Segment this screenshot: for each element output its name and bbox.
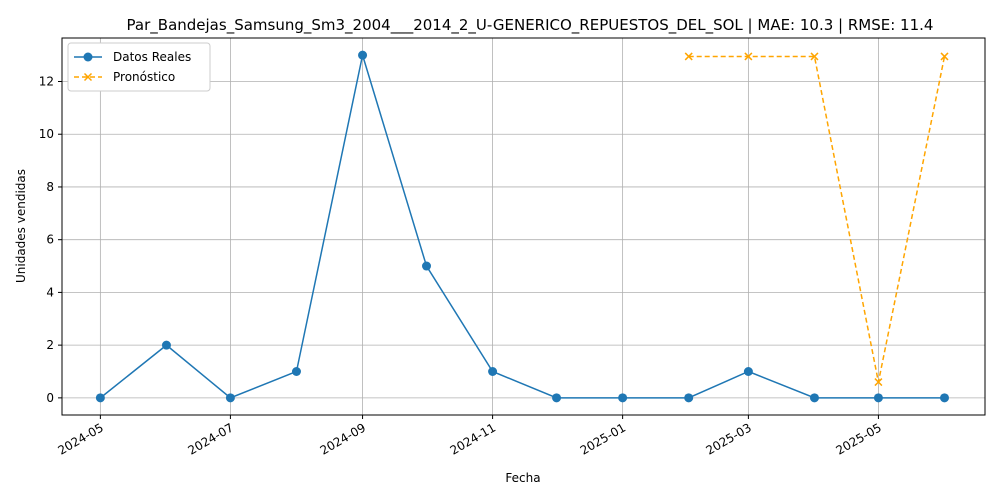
grid-lines: [62, 38, 985, 415]
x-tick-label: 2025-01: [578, 420, 628, 457]
data-point-datos-reales: [161, 340, 171, 350]
data-point-datos-reales: [358, 50, 368, 60]
legend: Datos Reales Pronóstico: [67, 42, 211, 92]
y-tick-label: 4: [46, 285, 54, 299]
data-point-datos-reales: [291, 367, 301, 376]
y-tick-label: 8: [46, 180, 54, 194]
data-point-pronostico: [684, 52, 693, 61]
x-tick-label: 2025-05: [833, 420, 883, 457]
y-tick-label: 0: [46, 391, 54, 405]
y-tick-label: 6: [46, 233, 54, 247]
data-point-pronostico: [874, 378, 883, 387]
y-tick-label: 10: [39, 127, 54, 141]
series-line-pronostico: [688, 55, 946, 383]
data-point-datos-reales: [618, 393, 628, 403]
data-point-datos-reales: [95, 393, 105, 403]
data-point-pronostico: [940, 52, 949, 61]
y-tick-label: 2: [46, 338, 54, 352]
data-point-datos-reales: [422, 261, 432, 271]
data-point-datos-reales: [225, 393, 235, 403]
x-tick-label: 2024-09: [318, 420, 368, 457]
data-point-datos-reales: [809, 393, 819, 403]
y-axis-title: Unidades vendidas: [14, 169, 28, 283]
data-point-datos-reales: [873, 393, 883, 403]
data-point-pronostico: [744, 52, 753, 61]
x-axis-title: Fecha: [505, 471, 540, 485]
legend-marker-pronostico: [83, 72, 93, 82]
x-tick-label: 2024-07: [185, 420, 235, 457]
data-point-datos-reales: [684, 393, 694, 403]
data-point-datos-reales: [488, 367, 498, 376]
data-point-pronostico: [810, 52, 819, 61]
series-line-datos-reales: [99, 54, 945, 399]
legend-marker-datos-reales: [83, 52, 93, 62]
data-point-datos-reales: [939, 393, 949, 403]
data-point-datos-reales: [743, 367, 753, 376]
legend-label-datos-reales: Datos Reales: [113, 50, 191, 64]
x-tick-label: 2024-11: [448, 420, 498, 457]
legend-box: [67, 42, 211, 92]
plot-frame: [61, 37, 986, 416]
y-tick-label: 12: [39, 75, 54, 89]
chart-title: Par_Bandejas_Samsung_Sm3_2004___2014_2_U…: [127, 16, 934, 35]
legend-label-pronostico: Pronóstico: [113, 70, 175, 84]
data-point-datos-reales: [552, 393, 562, 403]
x-tick-label: 2025-03: [703, 420, 753, 457]
series-layer: [95, 50, 949, 403]
x-axis: 2024-05 2024-07 2024-09 2024-11 2025-01 2025-…: [55, 415, 884, 458]
y-axis: 0 2 4 6 8 10 12: [39, 75, 62, 405]
x-tick-label: 2024-05: [55, 420, 105, 457]
